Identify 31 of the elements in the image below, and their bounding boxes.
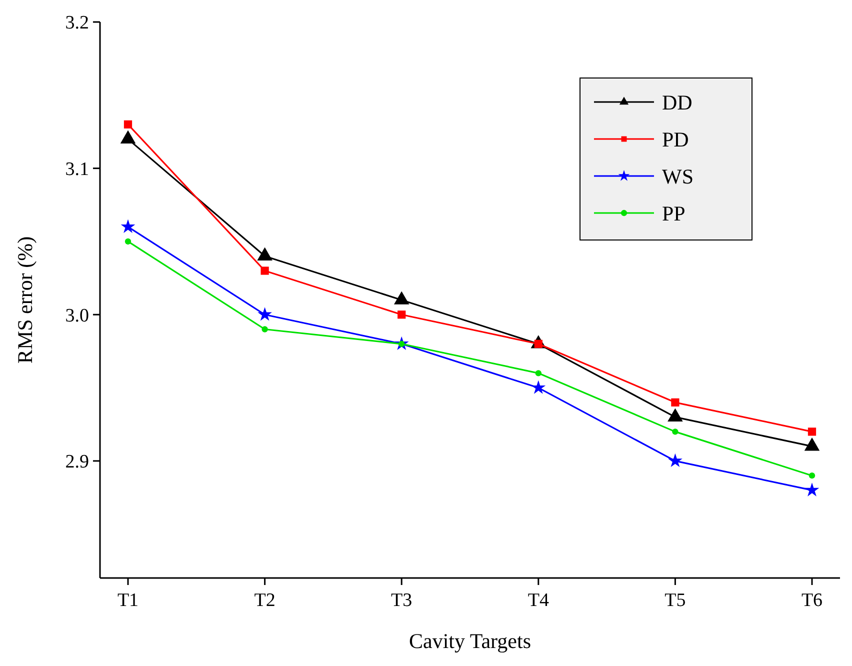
x-tick-label: T2: [254, 590, 276, 611]
point: [804, 482, 820, 496]
legend-label: WS: [662, 164, 694, 188]
x-tick-label: T3: [391, 590, 412, 611]
legend-label: PD: [662, 127, 689, 152]
point: [398, 310, 406, 319]
point: [531, 380, 546, 394]
legend-label: PP: [662, 201, 686, 226]
x-axis-title: Cavity Targets: [409, 629, 531, 653]
point: [124, 120, 132, 128]
point: [120, 219, 136, 233]
x-tick-label: T6: [801, 590, 823, 611]
point: [258, 307, 272, 321]
point: [260, 266, 269, 275]
y-tick-label: 3.0: [65, 305, 89, 326]
point: [808, 472, 816, 479]
point: [124, 238, 132, 245]
y-tick-label: 2.9: [65, 452, 89, 473]
y-axis-title: RMS error (%): [13, 236, 37, 364]
point: [262, 326, 268, 332]
y-tick-label: 3.1: [65, 158, 89, 180]
point: [668, 453, 682, 468]
point: [672, 428, 678, 435]
y-tick-label: 3.2: [65, 12, 89, 34]
point: [535, 370, 542, 376]
legend-label: DD: [662, 90, 692, 114]
x-tick-label: T5: [664, 590, 686, 611]
point: [671, 398, 680, 406]
x-tick-label: T4: [528, 590, 550, 611]
point: [808, 428, 816, 436]
x-tick-label: T1: [117, 590, 139, 611]
